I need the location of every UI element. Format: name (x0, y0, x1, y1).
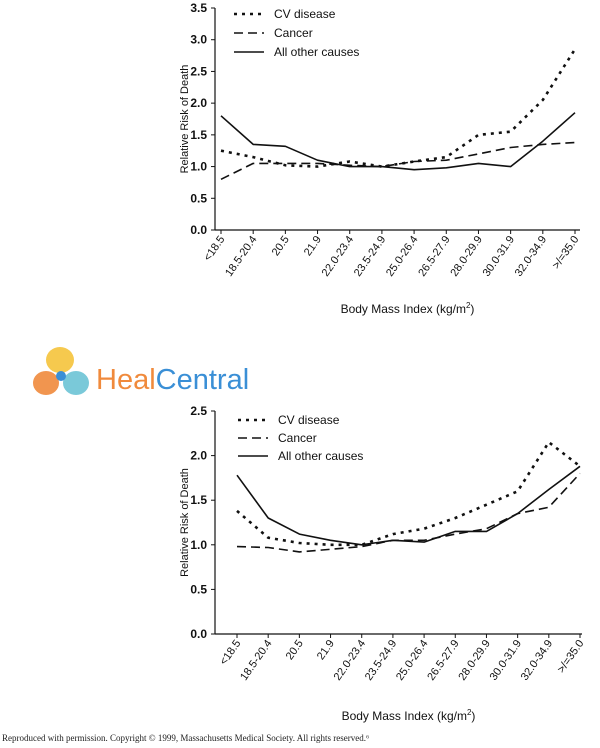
chart-bottom: 0.0 0.5 1.0 1.5 2.0 2.5 Relative Risk of Death… (179, 404, 586, 723)
y-tick-label: 0.5 (190, 191, 207, 205)
logo-petal-top (46, 347, 74, 373)
x-tick-label: 21.9 (302, 234, 324, 258)
x-tick-label: >/=35.0 (550, 234, 581, 271)
series-line-cv-disease (220, 48, 577, 168)
x-tick-label: 32.0-34.9 (519, 638, 555, 683)
y-tick-label: 0.5 (190, 582, 207, 596)
y-tick-label: 0.0 (190, 627, 207, 641)
x-tick-label: 21.9 (315, 638, 337, 662)
chart-top: 0.0 0.5 1.0 1.5 2.0 2.5 3.0 3.5 Relative Risk of… (179, 1, 581, 316)
legend-label: CV disease (274, 7, 336, 21)
legend-label: CV disease (278, 413, 340, 427)
y-axis-label: Relative Risk of Death (179, 65, 191, 174)
legend-label: All other causes (274, 45, 359, 59)
x-tick-label: 32.0-34.9 (513, 234, 549, 279)
y-tick-label: 2.0 (190, 449, 207, 463)
series-line-cancer (220, 141, 576, 181)
y-tick-label: 2.0 (190, 96, 207, 110)
y-tick-label: 2.5 (190, 64, 207, 78)
x-axis-label-main: Body Mass Index (kg/m (342, 709, 467, 723)
x-axis-label-superscript: 2 (466, 301, 471, 310)
x-tick-label: >/=35.0 (555, 638, 586, 675)
x-tick-label: 18.5-20.4 (238, 638, 274, 683)
watermark-text: HealCentral (96, 364, 249, 396)
y-tick-label: 0.0 (190, 223, 207, 237)
series-line-all-other-causes (220, 112, 576, 171)
y-tick-label: 2.5 (190, 404, 207, 418)
y-axis-label: Relative Risk of Death (179, 468, 191, 577)
x-axis-label-main: Body Mass Index (kg/m (341, 302, 466, 316)
legend-label: Cancer (274, 26, 313, 40)
x-tick-label: <18.5 (202, 234, 228, 264)
x-axis-label-superscript: 2 (467, 708, 472, 717)
logo-petal-right (63, 371, 89, 395)
y-tick-label: 1.5 (190, 493, 207, 507)
watermark-heal: Heal (96, 364, 156, 396)
y-tick-label: 1.5 (190, 128, 207, 142)
x-tick-label: 20.5 (284, 638, 306, 662)
y-tick-label: 1.0 (190, 160, 207, 174)
legend-label: All other causes (278, 449, 363, 463)
x-tick-label: 20.5 (270, 234, 292, 258)
watermark-central: Central (156, 364, 250, 396)
y-tick-label: 3.0 (190, 33, 207, 47)
legend-label: Cancer (278, 431, 317, 445)
copyright-footer: Reproduced with permission. Copyright © … (2, 733, 370, 743)
series-line-all-other-causes (236, 465, 581, 546)
x-axis-label: Body Mass Index (kg/m2) (342, 708, 476, 723)
x-axis-label: Body Mass Index (kg/m2) (341, 301, 475, 316)
series-line-cancer (236, 472, 581, 553)
x-tick-label: <18.5 (218, 638, 244, 668)
x-axis-label-tail: ) (471, 709, 475, 723)
y-tick-label: 1.0 (190, 538, 207, 552)
x-axis-label-tail: ) (470, 302, 474, 316)
logo-petal-left (33, 371, 59, 395)
y-tick-label: 3.5 (190, 1, 207, 15)
healcentral-logo (33, 347, 89, 395)
x-tick-label: 18.5-20.4 (223, 234, 259, 279)
logo-center (56, 371, 66, 381)
